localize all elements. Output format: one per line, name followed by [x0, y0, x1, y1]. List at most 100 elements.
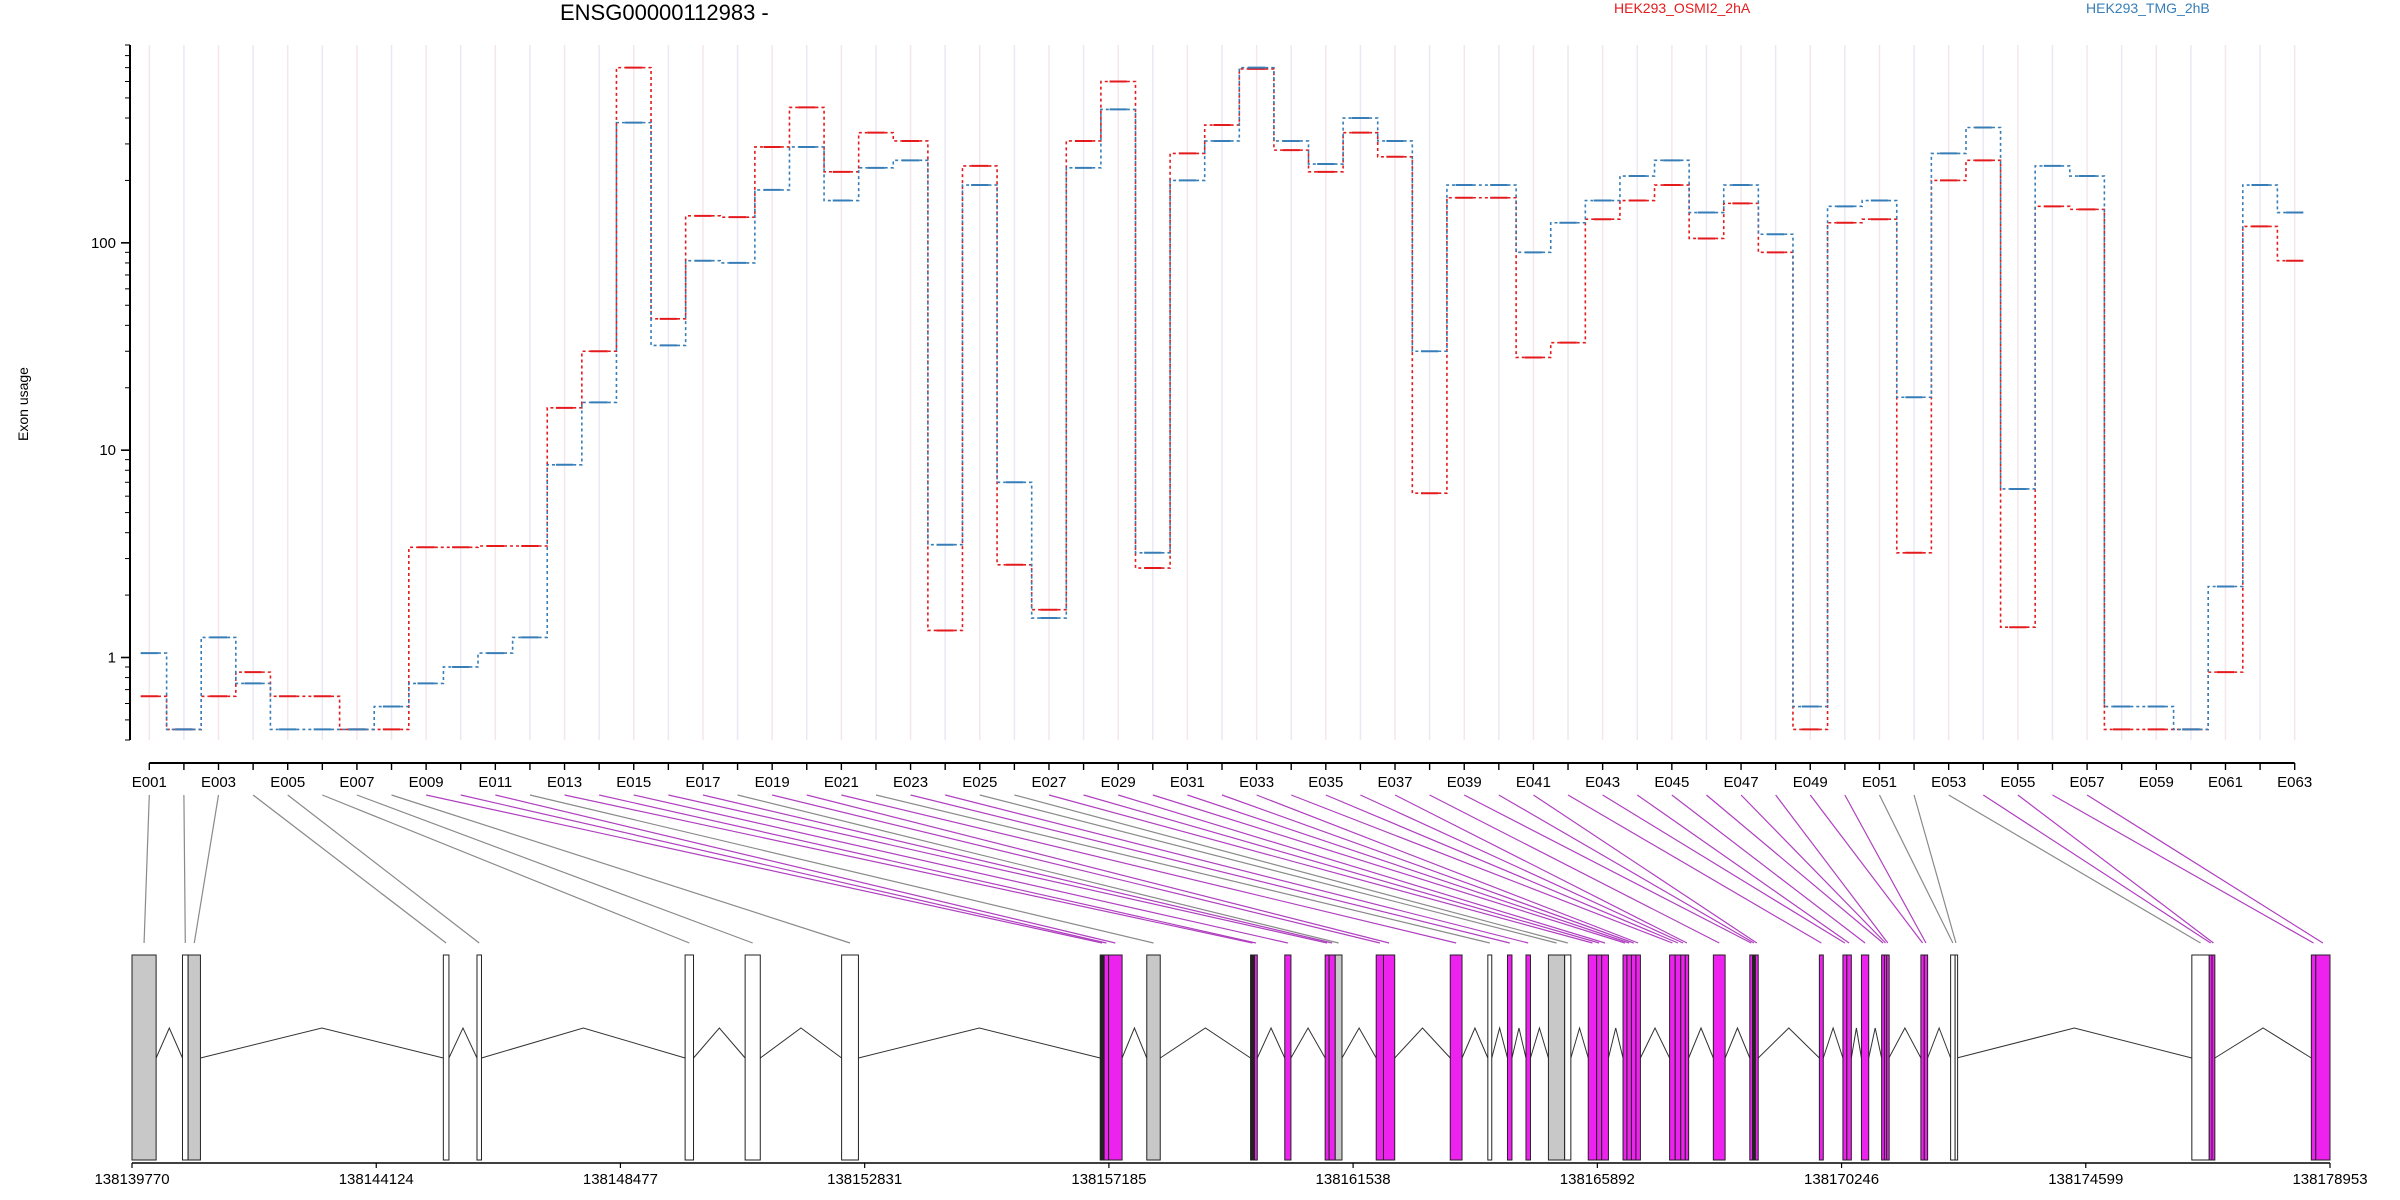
x-tick-label: E033: [1239, 774, 1274, 791]
series-connector: [1299, 149, 1318, 173]
exon-connector: [564, 794, 1253, 944]
x-tick-label: E017: [685, 774, 720, 791]
series-connector: [2268, 184, 2287, 214]
exon-connector: [1498, 794, 1755, 944]
intron-line: [155, 1026, 183, 1059]
series-connector: [261, 671, 280, 698]
intron-line: [693, 1027, 746, 1059]
intron-line: [1461, 1026, 1489, 1059]
x-tick-label: E057: [2070, 774, 2105, 791]
exon-box-E001: [131, 954, 157, 1161]
series-connector: [227, 636, 245, 685]
exon-connector: [841, 794, 1457, 944]
exon-connector: [1463, 794, 1752, 944]
exon-box-E056: [2310, 954, 2317, 1161]
series-connector: [711, 259, 729, 264]
exon-connector: [425, 794, 1103, 944]
exon-connector: [668, 794, 1328, 944]
x-tick-label: E025: [962, 774, 997, 791]
exon-connector: [1671, 794, 1866, 944]
x-tick-label: E013: [547, 774, 582, 791]
exon-box-E019: [1375, 954, 1384, 1161]
exon-box-E038: [1712, 954, 1726, 1161]
exon-connector: [287, 794, 480, 944]
series-connector: [2199, 585, 2217, 731]
exon-connector: [875, 794, 1490, 944]
intron-line: [2214, 1027, 2312, 1059]
genome-tick-label: 138170246: [1804, 1171, 1879, 1188]
exon-box-E027: [1587, 954, 1598, 1161]
exon-box-E031: [1626, 954, 1632, 1161]
exon-box-E057: [2315, 954, 2331, 1161]
series-connector: [2026, 165, 2044, 490]
x-axis: E001 E003 E005 E007 E009 E011 E013 E015 E017 E019…: [132, 762, 2312, 791]
series-connector: [1161, 152, 1179, 569]
intron-line: [858, 1027, 1101, 1059]
exon-box-E003: [187, 954, 201, 1161]
exon-connector: [322, 794, 690, 944]
series-connector: [1369, 131, 1387, 158]
intron-line: [1822, 1026, 1844, 1059]
series-connector: [1299, 140, 1318, 165]
series-connector: [884, 131, 902, 142]
exon-connector: [1048, 794, 1593, 944]
series-connector: [1922, 179, 1941, 554]
series-connector: [746, 189, 764, 264]
exon-connector: [806, 794, 1390, 944]
exon-box-E033: [1635, 954, 1641, 1161]
series-connector: [1611, 199, 1629, 221]
exon-box-E034: [1669, 954, 1676, 1161]
exon-connector: [1429, 794, 1720, 944]
exon-connector: [143, 794, 150, 944]
series-connector: [677, 259, 695, 347]
series-connector: [2234, 184, 2252, 588]
exon-connector: [1152, 794, 1626, 944]
intron-line: [1491, 1026, 1508, 1059]
genome-tick-label: 138161538: [1316, 1171, 1391, 1188]
exon-connector: [702, 794, 1333, 944]
intron-line: [1394, 1027, 1451, 1059]
intron-line: [1868, 1027, 1883, 1059]
x-tick-label: E019: [755, 774, 790, 791]
exon-connector: [1844, 794, 1927, 944]
x-tick-label: E041: [1516, 774, 1551, 791]
exon-box-E010: [1103, 954, 1110, 1161]
series-connector: [1645, 159, 1664, 177]
intron-line: [1639, 1026, 1671, 1059]
series-connector: [1507, 196, 1525, 359]
exon-box-E020: [1382, 954, 1396, 1161]
intron-line: [1688, 1026, 1714, 1059]
intron-line: [1850, 1027, 1862, 1059]
series-connector: [1126, 80, 1145, 569]
series-connector: [1991, 126, 2010, 490]
exon-connector: [1290, 794, 1673, 944]
x-tick-label: E051: [1862, 774, 1897, 791]
series-connector: [573, 350, 591, 409]
exon-connector: [183, 794, 186, 944]
x-tick-label: E023: [893, 774, 928, 791]
exon-box-E022: [1487, 954, 1493, 1161]
exon-box-E005: [476, 954, 482, 1161]
exon-box-E008: [841, 954, 859, 1161]
series-connector: [1230, 68, 1248, 126]
series-connector: [1507, 184, 1525, 254]
exon-connector: [1775, 794, 1889, 944]
series-connector: [503, 636, 522, 654]
exon-connector: [945, 794, 1529, 944]
exon-connector: [356, 794, 753, 944]
series-connector: [815, 106, 833, 173]
series-connector: [1749, 202, 1767, 254]
legend-entry-osmi2: HEK293_OSMI2_2hA: [1614, 0, 1751, 16]
intron-line: [1570, 1026, 1589, 1059]
series-connector: [884, 159, 902, 169]
exon-connector: [1948, 794, 2201, 944]
series-connector: [1438, 184, 1456, 353]
series-connector: [607, 66, 626, 353]
vertical-grid: [148, 45, 2296, 740]
exon-connector-lines: [143, 794, 2324, 944]
intron-line: [1757, 1027, 1820, 1059]
series-HEK293_TMG_2hB: [140, 66, 2304, 731]
series-connector: [157, 652, 176, 731]
series-connector: [2268, 225, 2287, 262]
intron-line: [1341, 1026, 1377, 1059]
